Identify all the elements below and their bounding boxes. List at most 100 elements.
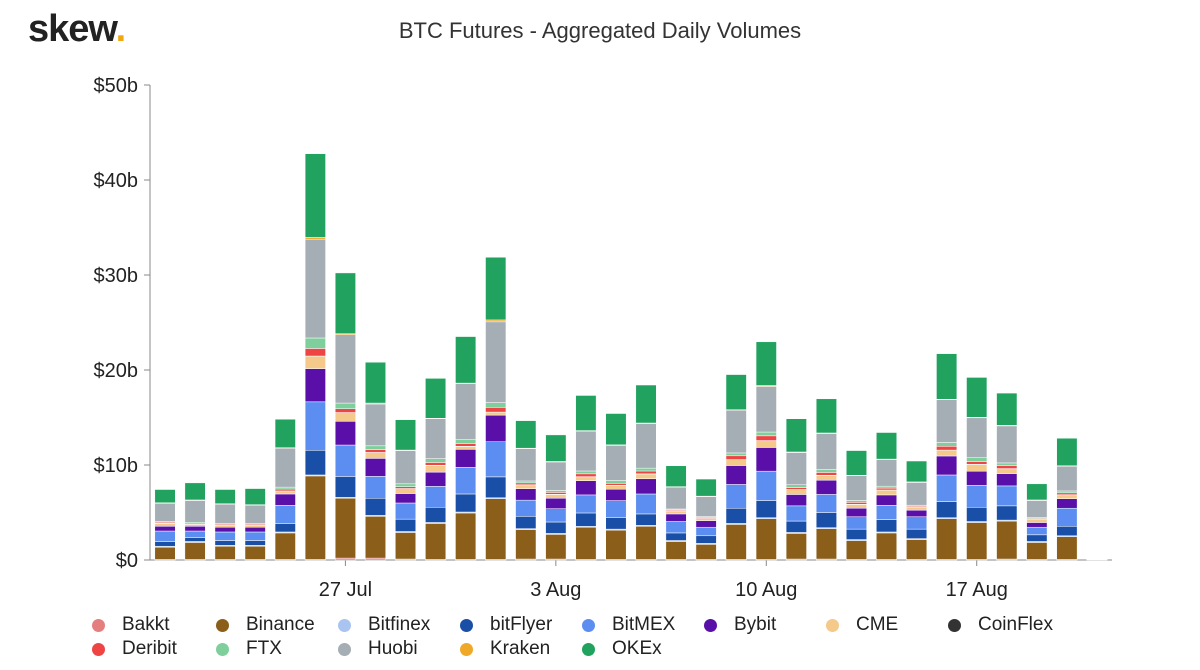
bar-segment-bitflyer[interactable]: [1056, 526, 1078, 537]
bar-segment-bybit[interactable]: [1026, 522, 1048, 528]
bar-segment-deribit[interactable]: [966, 461, 988, 465]
bar-segment-bitflyer[interactable]: [515, 516, 537, 529]
bar-segment-bitflyer[interactable]: [906, 528, 928, 539]
bar-segment-binance[interactable]: [755, 518, 777, 560]
bar-segment-okex[interactable]: [304, 153, 326, 238]
bar-segment-binance[interactable]: [1056, 536, 1078, 560]
bar-segment-binance[interactable]: [876, 532, 898, 560]
bar-segment-bitmex[interactable]: [455, 467, 477, 495]
bar-segment-bybit[interactable]: [455, 449, 477, 468]
bar-segment-okex[interactable]: [665, 465, 687, 487]
bar-segment-binance[interactable]: [785, 533, 807, 560]
bar-segment-deribit[interactable]: [455, 443, 477, 447]
bar-segment-bitflyer[interactable]: [154, 541, 176, 547]
bar-segment-bitflyer[interactable]: [605, 517, 627, 530]
bar-segment-bitflyer[interactable]: [996, 505, 1018, 521]
bar-segment-ftx[interactable]: [455, 439, 477, 444]
bar-segment-deribit[interactable]: [334, 408, 356, 413]
bar-segment-bybit[interactable]: [876, 494, 898, 506]
bar-segment-binance[interactable]: [845, 540, 867, 560]
bar-segment-bitmex[interactable]: [154, 530, 176, 542]
bar-segment-ftx[interactable]: [605, 480, 627, 484]
bar-segment-okex[interactable]: [876, 432, 898, 460]
bar-segment-huobi[interactable]: [515, 448, 537, 482]
bar-segment-huobi[interactable]: [665, 486, 687, 510]
bar-segment-cme[interactable]: [244, 525, 266, 528]
bar-segment-cme[interactable]: [545, 494, 567, 499]
bar-segment-okex[interactable]: [515, 420, 537, 449]
bar-segment-bitmex[interactable]: [425, 486, 447, 508]
bar-segment-kraken[interactable]: [485, 319, 507, 323]
bar-segment-cme[interactable]: [966, 464, 988, 472]
bar-segment-bybit[interactable]: [906, 509, 928, 518]
bar-segment-okex[interactable]: [845, 450, 867, 476]
bar-segment-cme[interactable]: [1056, 494, 1078, 499]
bar-segment-binance[interactable]: [304, 475, 326, 560]
bar-segment-binance[interactable]: [455, 512, 477, 560]
bar-segment-bybit[interactable]: [725, 465, 747, 485]
bar-segment-bybit[interactable]: [545, 498, 567, 509]
bar-segment-bybit[interactable]: [304, 368, 326, 403]
bar-segment-deribit[interactable]: [545, 492, 567, 495]
bar-segment-bitmex[interactable]: [575, 494, 597, 514]
bar-segment-huobi[interactable]: [1026, 500, 1048, 518]
bar-segment-binance[interactable]: [605, 529, 627, 560]
bar-segment-bitmex[interactable]: [785, 505, 807, 522]
bar-segment-deribit[interactable]: [425, 462, 447, 466]
bar-segment-bitmex[interactable]: [485, 441, 507, 478]
bar-segment-ftx[interactable]: [635, 467, 657, 472]
bar-segment-okex[interactable]: [364, 361, 386, 404]
bar-segment-bitmex[interactable]: [244, 531, 266, 541]
bar-segment-cme[interactable]: [996, 468, 1018, 474]
bar-segment-cme[interactable]: [154, 523, 176, 527]
bar-segment-okex[interactable]: [425, 378, 447, 419]
bar-segment-binance[interactable]: [815, 528, 837, 560]
bar-segment-bitflyer[interactable]: [695, 535, 717, 544]
bar-segment-bitmex[interactable]: [755, 470, 777, 501]
bar-segment-okex[interactable]: [334, 272, 356, 334]
bar-segment-bybit[interactable]: [395, 493, 417, 504]
bar-segment-ftx[interactable]: [515, 480, 537, 484]
bar-segment-deribit[interactable]: [996, 465, 1018, 469]
bar-segment-huobi[interactable]: [395, 450, 417, 485]
bar-segment-ftx[interactable]: [876, 485, 898, 489]
bar-segment-okex[interactable]: [755, 341, 777, 386]
bar-segment-okex[interactable]: [605, 413, 627, 446]
bar-segment-ftx[interactable]: [936, 442, 958, 447]
bar-segment-bitflyer[interactable]: [334, 476, 356, 498]
bar-segment-kraken[interactable]: [304, 237, 326, 240]
bar-segment-bybit[interactable]: [214, 526, 236, 533]
bar-segment-huobi[interactable]: [845, 475, 867, 501]
bar-segment-deribit[interactable]: [1056, 492, 1078, 495]
bar-segment-cme[interactable]: [1026, 519, 1048, 523]
bar-segment-deribit[interactable]: [395, 486, 417, 489]
bar-segment-bitflyer[interactable]: [665, 532, 687, 541]
bar-segment-deribit[interactable]: [845, 502, 867, 505]
bar-segment-huobi[interactable]: [906, 482, 928, 506]
bar-segment-bitflyer[interactable]: [364, 498, 386, 516]
bar-segment-bybit[interactable]: [966, 470, 988, 486]
legend-item-bybit[interactable]: Bybit: [704, 614, 776, 636]
bar-segment-deribit[interactable]: [515, 482, 537, 486]
bar-segment-deribit[interactable]: [815, 472, 837, 476]
bar-segment-cme[interactable]: [515, 484, 537, 490]
bar-segment-bitflyer[interactable]: [485, 476, 507, 499]
bar-segment-cme[interactable]: [815, 475, 837, 481]
bar-segment-huobi[interactable]: [455, 383, 477, 440]
bar-segment-bitmex[interactable]: [845, 516, 867, 530]
bar-segment-deribit[interactable]: [755, 435, 777, 441]
bar-segment-cme[interactable]: [455, 446, 477, 450]
bar-segment-deribit[interactable]: [304, 348, 326, 357]
bar-segment-okex[interactable]: [485, 256, 507, 321]
bar-segment-huobi[interactable]: [545, 461, 567, 491]
bar-segment-binance[interactable]: [966, 522, 988, 560]
bar-segment-bitflyer[interactable]: [425, 507, 447, 523]
bar-segment-bybit[interactable]: [755, 447, 777, 472]
legend-item-deribit[interactable]: Deribit: [92, 638, 177, 660]
bar-segment-huobi[interactable]: [214, 503, 236, 524]
bar-segment-binance[interactable]: [665, 541, 687, 560]
bar-segment-ftx[interactable]: [545, 490, 567, 493]
bar-segment-cme[interactable]: [755, 440, 777, 448]
bar-segment-cme[interactable]: [665, 510, 687, 515]
legend-item-bitfinex[interactable]: Bitfinex: [338, 614, 430, 636]
